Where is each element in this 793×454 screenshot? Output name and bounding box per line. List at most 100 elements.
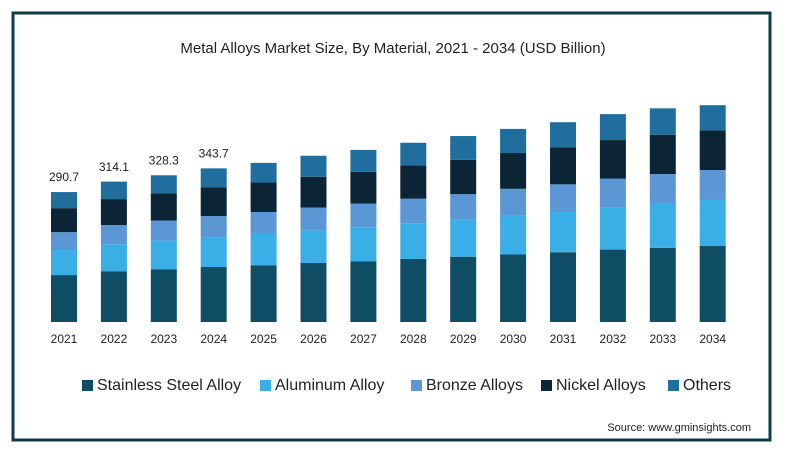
bar-segment bbox=[649, 174, 676, 204]
bar-segment bbox=[300, 176, 327, 208]
legend-swatch bbox=[668, 380, 679, 391]
total-label: 290.7 bbox=[49, 170, 79, 184]
frame bbox=[11, 11, 772, 442]
bar-segment bbox=[200, 267, 227, 322]
x-tick-label: 2029 bbox=[450, 332, 477, 346]
x-tick-label: 2034 bbox=[699, 332, 726, 346]
bar-segment bbox=[599, 249, 626, 322]
bar-segment bbox=[649, 247, 676, 322]
bar-segment bbox=[250, 182, 277, 213]
total-label: 328.3 bbox=[149, 153, 179, 167]
bar-segment bbox=[150, 269, 177, 322]
bar-segment bbox=[450, 159, 477, 195]
bar-segment bbox=[649, 108, 676, 135]
legend-label: Others bbox=[683, 377, 731, 394]
bar-segment bbox=[649, 134, 676, 175]
bar-segment bbox=[100, 244, 127, 272]
bar-segment bbox=[250, 162, 277, 183]
bar-segment bbox=[100, 181, 127, 200]
bar-segment bbox=[400, 223, 427, 259]
bar-segment bbox=[599, 178, 626, 208]
chart-title: Metal Alloys Market Size, By Material, 2… bbox=[180, 40, 605, 57]
bar-segment bbox=[150, 240, 177, 270]
x-tick-label: 2026 bbox=[300, 332, 327, 346]
bar-segment bbox=[150, 175, 177, 194]
legend-swatch bbox=[260, 380, 271, 391]
bar-segment bbox=[400, 258, 427, 322]
source: Source: www.gminsights.com bbox=[607, 422, 751, 434]
x-tick-label: 2022 bbox=[101, 332, 128, 346]
x-tick-label: 2033 bbox=[649, 332, 676, 346]
x-tick-label: 2028 bbox=[400, 332, 427, 346]
legend-label: Stainless Steel Alloy bbox=[97, 377, 241, 394]
bar-segment bbox=[400, 165, 427, 199]
bar-segment bbox=[200, 168, 227, 188]
bar-segment bbox=[550, 184, 576, 213]
bar-segment bbox=[699, 246, 726, 322]
bar-segment bbox=[550, 147, 576, 185]
bar-segment bbox=[699, 199, 726, 247]
bar-segment bbox=[599, 140, 626, 179]
bar-segment bbox=[500, 188, 527, 216]
legend-swatch bbox=[541, 380, 552, 391]
bar-segment bbox=[400, 198, 427, 224]
bar-segment bbox=[51, 208, 77, 233]
x-tick-label: 2023 bbox=[150, 332, 177, 346]
x-tick-label: 2025 bbox=[250, 332, 277, 346]
bar-segment bbox=[300, 262, 327, 322]
bar-segment bbox=[649, 203, 676, 248]
bar-segment bbox=[100, 271, 127, 322]
bar-segment bbox=[450, 219, 477, 257]
bar-segment bbox=[51, 232, 77, 251]
bar-segment bbox=[100, 199, 127, 226]
bar-segment bbox=[500, 215, 527, 255]
x-tick-label: 2030 bbox=[500, 332, 527, 346]
bar-segment bbox=[250, 265, 277, 322]
bar-segment bbox=[550, 252, 576, 322]
bar-segment bbox=[150, 193, 177, 221]
bar-segment bbox=[599, 207, 626, 250]
bar-segment bbox=[400, 142, 427, 166]
bar-segment bbox=[200, 216, 227, 238]
bar-segment bbox=[51, 275, 77, 322]
x-tick-label: 2021 bbox=[51, 332, 78, 346]
bar-segment bbox=[300, 207, 327, 231]
legend-label: Bronze Alloys bbox=[426, 377, 523, 394]
bar-segment bbox=[699, 105, 726, 131]
bar-segment bbox=[200, 237, 227, 268]
bar-segment bbox=[450, 194, 477, 220]
bar-segment bbox=[699, 130, 726, 171]
x-tick-label: 2032 bbox=[600, 332, 627, 346]
bar-segment bbox=[350, 149, 377, 172]
bar-segment bbox=[450, 136, 477, 160]
bar-segment bbox=[300, 155, 327, 177]
bar-segment bbox=[300, 230, 327, 263]
bar-segment bbox=[150, 220, 177, 241]
total-label: 343.7 bbox=[199, 147, 229, 161]
x-tick-label: 2024 bbox=[200, 332, 227, 346]
legend-label: Aluminum Alloy bbox=[275, 377, 384, 394]
bar-segment bbox=[250, 233, 277, 266]
bar-segment bbox=[51, 250, 77, 276]
bar-segment bbox=[500, 153, 527, 189]
bar-segment bbox=[250, 212, 277, 234]
legend-swatch bbox=[82, 380, 93, 391]
bar-segment bbox=[350, 261, 377, 322]
bar-segment bbox=[550, 122, 576, 148]
bar-segment bbox=[599, 114, 626, 141]
bar-segment bbox=[550, 212, 576, 253]
x-tick-label: 2031 bbox=[550, 332, 577, 346]
bar-segment bbox=[100, 225, 127, 245]
bar-segment bbox=[51, 192, 77, 209]
bar-segment bbox=[500, 128, 527, 154]
bar-segment bbox=[200, 187, 227, 217]
x-tick-label: 2027 bbox=[350, 332, 377, 346]
legend-swatch bbox=[411, 380, 422, 391]
total-label: 314.1 bbox=[99, 160, 129, 174]
bar-segment bbox=[450, 256, 477, 322]
bar-segment bbox=[350, 203, 377, 228]
bar-segment bbox=[350, 171, 377, 204]
bar-segment bbox=[500, 254, 527, 322]
legend-label: Nickel Alloys bbox=[556, 377, 646, 394]
